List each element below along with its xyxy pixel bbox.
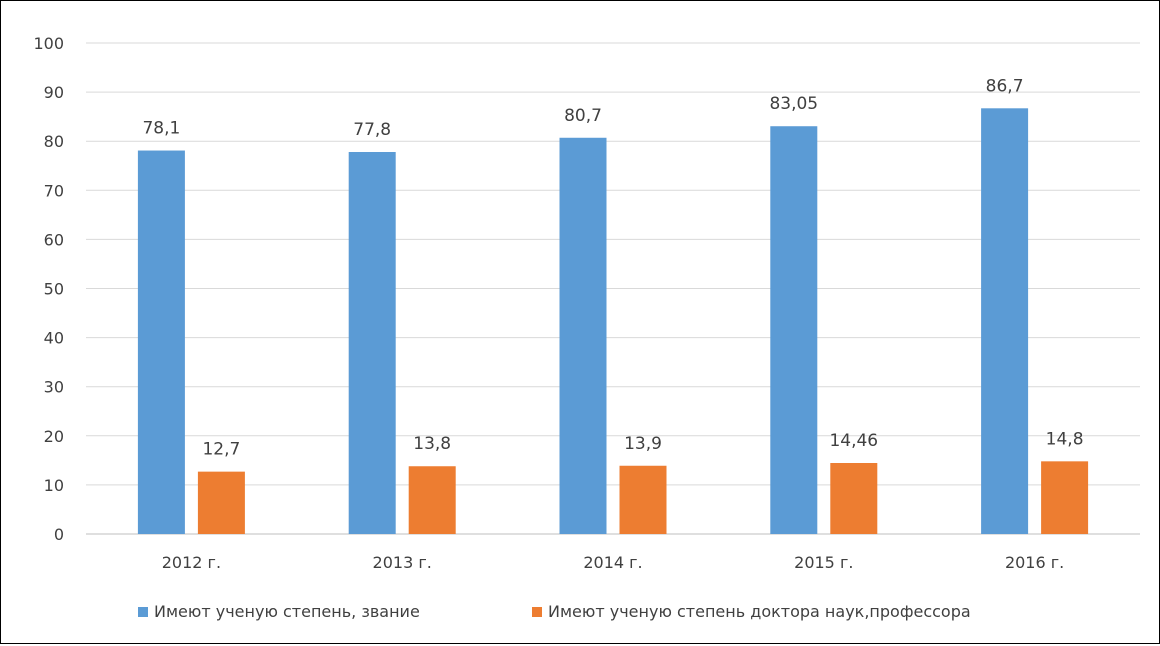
data-label-series-2: 14,46 [829,431,878,451]
data-label-series-1: 77,8 [353,120,391,140]
y-tick-label: 0 [54,525,64,544]
x-tick-label: 2013 г. [373,553,432,572]
bar-series-2 [197,471,245,534]
bar-series-1 [981,108,1029,534]
y-tick-label: 30 [44,378,64,397]
x-tick-label: 2014 г. [583,553,642,572]
bar-series-2 [1041,461,1089,534]
data-label-series-1: 78,1 [142,119,180,139]
x-tick-label: 2015 г. [794,553,853,572]
legend: Имеют ученую степень, звание Имеют учену… [0,602,1160,646]
y-tick-label: 50 [44,280,64,299]
x-tick-label: 2016 г. [1005,553,1064,572]
legend-swatch-series-2 [532,606,542,617]
y-tick-label: 100 [33,34,64,53]
bar-series-2 [619,465,667,534]
y-tick-label: 60 [44,230,64,249]
bar-series-2 [830,463,878,534]
y-tick-label: 70 [44,181,64,200]
legend-label-series-2: Имеют ученую степень доктора наук,профес… [548,602,971,621]
bar-series-2 [408,466,456,534]
data-label-series-2: 12,7 [202,440,240,460]
data-label-series-1: 80,7 [564,106,602,126]
y-tick-label: 40 [44,329,64,348]
bar-series-1 [770,126,818,535]
legend-item-series-1: Имеют ученую степень, звание [138,602,420,621]
legend-label-series-1: Имеют ученую степень, звание [154,602,420,621]
bar-series-1 [348,152,396,534]
data-label-series-2: 13,9 [624,434,662,454]
data-label-series-2: 14,8 [1046,429,1084,449]
data-label-series-2: 13,8 [413,434,451,454]
y-tick-label: 10 [44,476,64,495]
legend-swatch-series-1 [138,606,148,617]
data-label-series-1: 83,05 [769,94,818,114]
x-tick-label: 2012 г. [162,553,221,572]
data-label-series-1: 86,7 [986,76,1024,96]
legend-item-series-2: Имеют ученую степень доктора наук,профес… [532,602,971,621]
y-tick-label: 20 [44,427,64,446]
y-tick-label: 90 [44,83,64,102]
bar-series-1 [559,137,607,534]
y-tick-label: 80 [44,132,64,151]
bar-series-1 [137,150,185,535]
